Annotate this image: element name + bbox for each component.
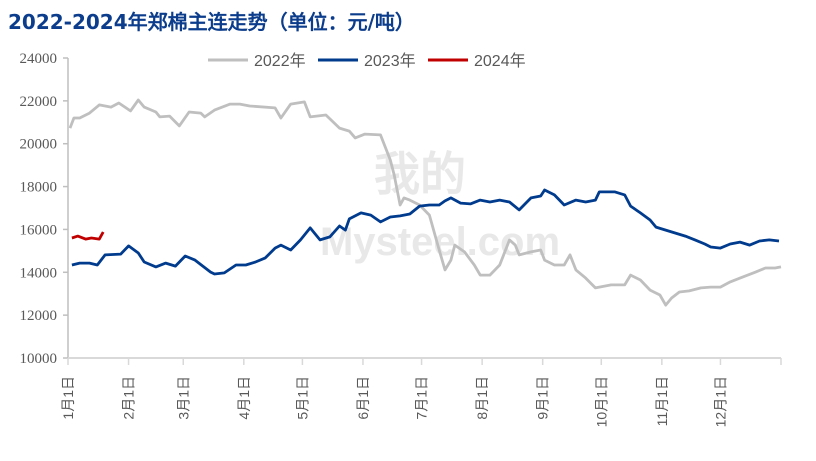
y-tick-label: 24000 <box>20 51 58 67</box>
legend-label: 2023年 <box>364 52 416 70</box>
y-tick-label: 12000 <box>20 308 58 324</box>
x-tick-label: 12月1日 <box>712 376 728 427</box>
series-line-2024年 <box>71 231 105 241</box>
x-tick-label: 10月1日 <box>593 376 609 427</box>
y-tick-label: 22000 <box>20 94 58 110</box>
x-tick-label: 6月1日 <box>355 376 371 420</box>
y-tick-label: 16000 <box>20 222 58 238</box>
y-tick-label: 18000 <box>20 180 58 196</box>
y-tick-label: 14000 <box>20 265 58 281</box>
legend-label: 2022年 <box>254 52 306 70</box>
chart-title: 2022-2024年郑棉主连走势（单位：元/吨） <box>8 10 415 34</box>
legend-label: 2024年 <box>474 52 526 70</box>
x-tick-label: 3月1日 <box>175 376 191 420</box>
y-tick-label: 10000 <box>20 351 58 367</box>
x-tick-label: 9月1日 <box>535 376 551 420</box>
x-tick-label: 1月1日 <box>60 376 76 420</box>
x-tick-label: 8月1日 <box>474 376 490 420</box>
x-tick-label: 11月1日 <box>654 376 670 426</box>
x-tick-label: 2月1日 <box>121 376 137 420</box>
series-line-2022年 <box>68 98 782 307</box>
x-tick-label: 4月1日 <box>236 376 252 420</box>
series-line-2023年 <box>71 188 780 276</box>
x-tick-label: 5月1日 <box>294 376 310 420</box>
y-tick-label: 20000 <box>20 137 58 153</box>
x-tick-label: 7月1日 <box>414 376 430 420</box>
